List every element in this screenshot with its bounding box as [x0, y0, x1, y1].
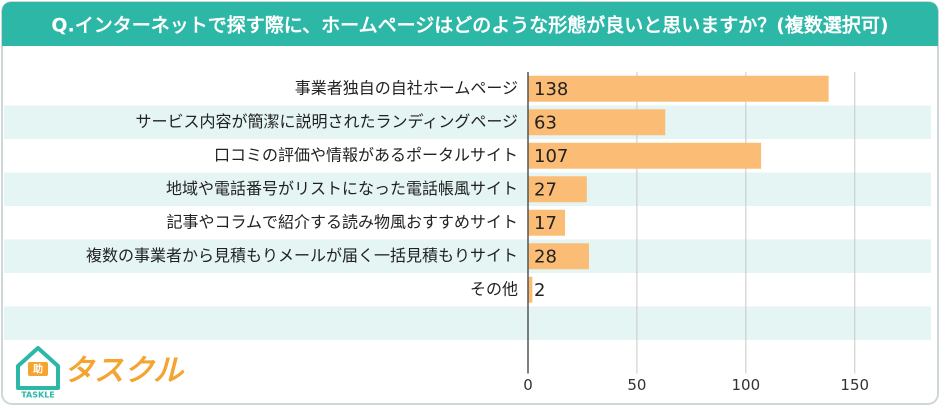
title-bar [2, 2, 938, 46]
x-tick-label: 150 [840, 376, 869, 394]
brand: 助 TASKLE タスクル [16, 346, 185, 400]
logo-badge [28, 362, 48, 376]
bar [528, 176, 587, 203]
y-tick-label: 地域や電話番号がリストになった電話帳風サイト [166, 179, 518, 198]
x-tick-label: 50 [627, 376, 646, 394]
y-tick-label: 口コミの評価や情報があるポータルサイト [214, 145, 518, 164]
value-label: 28 [534, 246, 557, 267]
bar [528, 243, 589, 270]
y-tick-label: 複数の事業者から見積もりメールが届く一括見積もりサイト [86, 246, 518, 265]
bar [528, 209, 566, 236]
row-stripe [4, 172, 931, 206]
row-stripe [4, 306, 931, 340]
value-label: 138 [534, 79, 568, 100]
y-tick-label: 記事やコラムで紹介する読み物風おすすめサイト [166, 212, 518, 231]
logo-name: タスクル [64, 354, 185, 389]
x-tick-label: 0 [523, 376, 533, 394]
x-tick-label: 100 [732, 376, 761, 394]
logo-icon-text: 助 [33, 363, 43, 376]
row-stripe [4, 239, 931, 273]
value-label: 27 [534, 179, 557, 200]
y-tick-label: 事業者独自の自社ホームページ [295, 78, 518, 97]
y-tick-label: その他 [470, 279, 518, 298]
value-label: 107 [534, 146, 568, 167]
value-label: 2 [534, 280, 545, 301]
bar [528, 142, 762, 169]
value-label: 17 [534, 213, 557, 234]
chart-title: Q.インターネットで探す際に、ホームページはどのような形態が良いと思いますか？(… [51, 14, 888, 37]
bar [528, 109, 666, 136]
bar [528, 276, 533, 303]
y-tick-label: サービス内容が簡潔に説明されたランディングページ [135, 112, 518, 131]
row-stripe [4, 105, 931, 139]
logo-sub: TASKLE [21, 391, 55, 400]
bar [528, 75, 829, 102]
value-label: 63 [534, 112, 557, 133]
